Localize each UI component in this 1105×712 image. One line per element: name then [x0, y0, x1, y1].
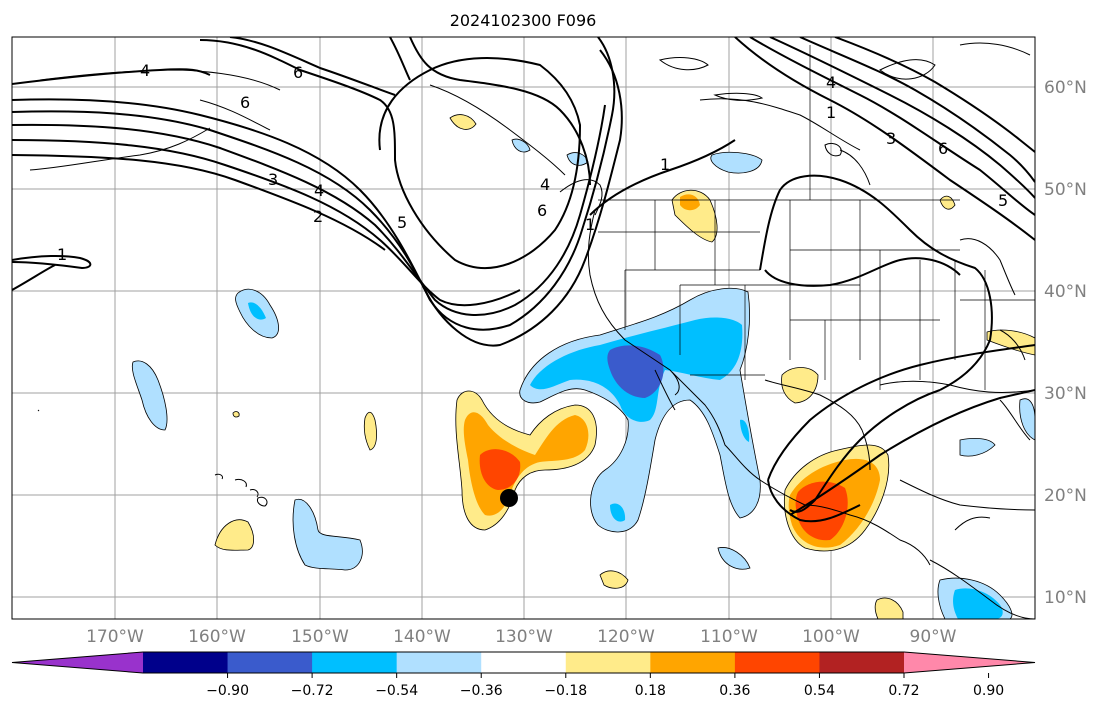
longitude-label: 130°W [495, 627, 553, 647]
longitude-label: 110°W [700, 627, 758, 647]
contour-label: 3 [886, 129, 896, 148]
colorbar-tick-label: 0.72 [888, 683, 919, 699]
colorbar-outline [11, 651, 1036, 674]
contour-label: 2 [313, 207, 323, 226]
colorbar-extend-low [12, 652, 143, 673]
colorbar-segment [481, 652, 567, 673]
colorbar-segment [565, 652, 651, 673]
contour-label: 4 [140, 61, 150, 80]
colorbar-tick-label: −0.54 [375, 683, 418, 699]
political-boundaries [598, 45, 1035, 390]
colorbar-segment [650, 652, 736, 673]
longitude-label: 100°W [802, 627, 860, 647]
positive-anomaly-strong [479, 449, 848, 541]
colorbar-tick-label: 0.36 [719, 683, 750, 699]
latitude-label: 40°N [1044, 282, 1087, 302]
contour-label: 1 [826, 103, 836, 122]
contour-label: 3 [268, 170, 278, 189]
colorbar: −0.90 −0.72 −0.54 −0.36 −0.18 0.18 0.36 0.54 0.7… [11, 651, 1036, 699]
latitude-label: 10°N [1044, 588, 1087, 608]
contour-label: 1 [57, 245, 67, 264]
longitude-label: 90°W [910, 627, 957, 647]
longitude-label: 140°W [393, 627, 451, 647]
longitude-labels: 170°W 160°W 150°W 140°W 130°W 120°W 110°… [86, 627, 957, 647]
contour-label: 4 [540, 175, 550, 194]
longitude-label: 120°W [597, 627, 655, 647]
contour-label: 6 [293, 63, 303, 82]
contour-label: 6 [938, 139, 948, 158]
gridlines [12, 37, 1035, 619]
latitude-label: 60°N [1044, 78, 1087, 98]
longitude-label: 170°W [86, 627, 144, 647]
negative-anomaly-strong [607, 345, 664, 398]
contour-label: 6 [537, 201, 547, 220]
contour-label: 5 [998, 191, 1008, 210]
latitude-label: 50°N [1044, 180, 1087, 200]
latitude-label: 30°N [1044, 384, 1087, 404]
colorbar-tick-label: −0.36 [460, 683, 503, 699]
contour-label: 5 [397, 213, 407, 232]
islands [37, 409, 268, 507]
contour-label: 6 [240, 93, 250, 112]
colorbar-tick-label: −0.18 [544, 683, 587, 699]
map-title: 2024102300 F096 [450, 11, 597, 30]
longitude-label: 160°W [188, 627, 246, 647]
contour-labels: 4 6 6 4 3 4 2 5 1 6 4 1 1 1 3 6 5 1 [57, 61, 1008, 264]
colorbar-extend-high [904, 652, 1035, 673]
colorbar-tick-label: −0.72 [291, 683, 334, 699]
latitude-label: 20°N [1044, 486, 1087, 506]
colorbar-segment [312, 652, 398, 673]
colorbar-segment [143, 652, 229, 673]
longitude-label: 150°W [291, 627, 349, 647]
colorbar-tick-label: −0.90 [206, 683, 249, 699]
colorbar-tick-label: 0.18 [635, 683, 666, 699]
colorbar-segment [819, 652, 905, 673]
colorbar-segment [396, 652, 482, 673]
colorbar-tick-label: 0.54 [804, 683, 835, 699]
colorbar-tick-label: 0.90 [973, 683, 1004, 699]
contour-label: 1 [585, 215, 595, 234]
contour-label: 1 [660, 155, 670, 174]
location-marker [500, 489, 518, 507]
contour-lines [12, 37, 1035, 523]
latitude-labels: 60°N 50°N 40°N 30°N 20°N 10°N [1044, 78, 1087, 608]
colorbar-segment [734, 652, 820, 673]
colorbar-segment [227, 652, 313, 673]
map-frame [11, 36, 1036, 620]
contour-label: 4 [826, 73, 836, 92]
contour-label: 4 [314, 181, 324, 200]
